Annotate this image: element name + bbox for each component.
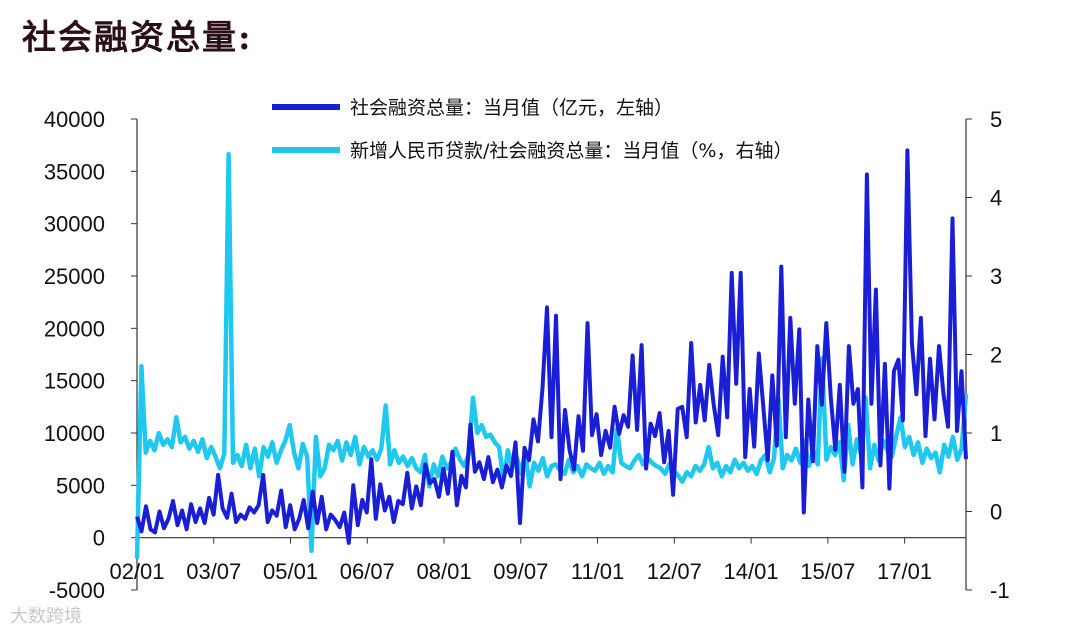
y-right-tick-label: 1 — [990, 421, 1002, 446]
y-right-tick-label: 5 — [990, 107, 1002, 132]
y-right-tick-label: 4 — [990, 186, 1002, 211]
y-right-tick-label: 2 — [990, 343, 1002, 368]
x-tick-label: 08/01 — [417, 559, 472, 584]
y-left-tick-label: 5000 — [56, 473, 105, 498]
y-left-tick-label: 35000 — [44, 159, 105, 184]
x-tick-label: 15/07 — [800, 559, 855, 584]
x-tick-label: 14/01 — [724, 559, 779, 584]
x-tick-label: 12/07 — [647, 559, 702, 584]
legend-label-2: 新增人民币贷款/社会融资总量：当月值（%，右轴） — [350, 140, 792, 162]
x-tick-label: 17/01 — [877, 559, 932, 584]
legend-label-1: 社会融资总量：当月值（亿元，左轴） — [350, 97, 673, 119]
y-left-tick-label: 15000 — [44, 369, 105, 394]
y-left-tick-label: 0 — [93, 526, 105, 551]
x-tick-label: 03/07 — [186, 559, 241, 584]
y-left-tick-label: 10000 — [44, 421, 105, 446]
x-tick-label: 02/01 — [109, 559, 164, 584]
x-tick-label: 11/01 — [571, 559, 624, 584]
watermark: 大数跨境 — [10, 606, 82, 627]
y-left-tick-label: 20000 — [44, 316, 105, 341]
y-left-tick-label: -5000 — [49, 578, 105, 603]
y-left-tick-label: 30000 — [44, 212, 105, 237]
y-right-tick-label: -1 — [990, 578, 1010, 603]
y-left-tick-label: 40000 — [44, 107, 105, 132]
series-line-2 — [134, 152, 969, 559]
x-tick-label: 05/01 — [263, 559, 318, 584]
y-right-tick-label: 0 — [990, 500, 1002, 525]
x-tick-label: 09/07 — [493, 559, 548, 584]
series-line-1 — [135, 148, 968, 545]
x-tick-label: 06/07 — [340, 559, 395, 584]
chart-title: 社会融资总量: — [22, 18, 253, 58]
y-right-tick-label: 3 — [990, 264, 1002, 289]
y-left-tick-label: 25000 — [44, 264, 105, 289]
